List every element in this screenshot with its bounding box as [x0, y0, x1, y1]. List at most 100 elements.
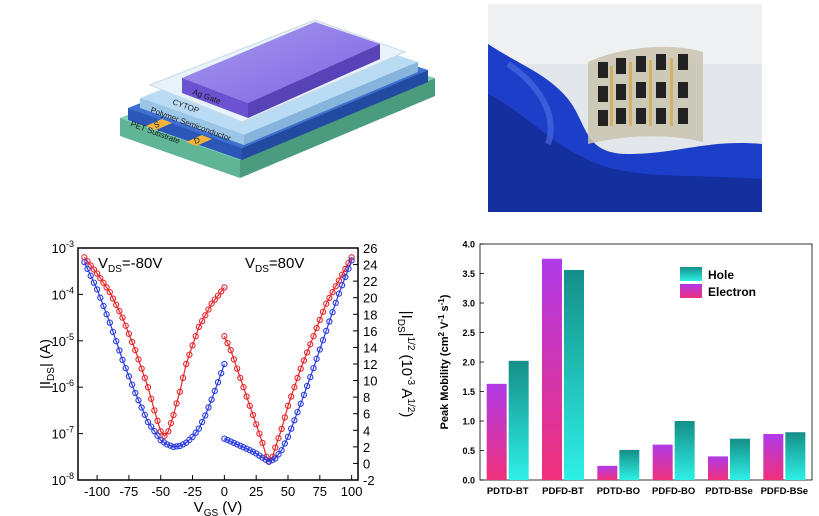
data-point	[167, 420, 175, 427]
y-right-tick-label: 8	[363, 390, 370, 405]
data-point	[116, 308, 123, 315]
data-point	[281, 414, 288, 421]
data-point	[297, 400, 304, 407]
data-point	[227, 438, 234, 445]
bar-hole	[508, 360, 529, 480]
data-point	[144, 384, 152, 391]
data-point	[141, 411, 148, 418]
data-point	[202, 312, 209, 319]
data-point	[186, 351, 193, 358]
data-point	[208, 396, 215, 403]
data-point	[291, 417, 298, 424]
data-point	[189, 433, 196, 441]
data-point	[109, 328, 117, 336]
data-point	[221, 284, 228, 291]
y-left-tick-label: 10-7	[52, 425, 74, 442]
annotation-vds-neg: VDS=-80V	[98, 255, 162, 275]
data-point	[87, 262, 94, 269]
data-point	[173, 400, 180, 407]
data-point	[189, 342, 196, 349]
data-point	[141, 374, 148, 382]
bar-category-label: PDFD-BSe	[761, 486, 809, 497]
data-point	[97, 275, 104, 282]
y-right-tick-label: 0	[363, 456, 370, 471]
bar-category-label: PDTD-BSe	[705, 486, 753, 497]
data-point	[323, 327, 330, 335]
bar-hole	[785, 432, 806, 480]
data-point	[307, 341, 314, 348]
data-point	[154, 417, 161, 424]
data-point	[268, 456, 276, 464]
y-right-tick-label: -2	[363, 473, 375, 488]
data-point	[335, 277, 343, 284]
plot-frame	[77, 247, 359, 481]
data-point	[323, 300, 330, 307]
data-point	[265, 458, 273, 465]
data-point	[214, 379, 222, 386]
data-point	[109, 295, 117, 302]
legend-label-hole: Hole	[708, 268, 734, 282]
data-point	[128, 338, 136, 346]
x-axis-label: VGS (V)	[194, 499, 243, 516]
data-point	[233, 365, 241, 372]
data-point	[163, 441, 171, 448]
data-point	[195, 323, 203, 331]
y-right-tick-label: 12	[363, 357, 377, 372]
data-point	[291, 384, 298, 391]
y-right-tick-label: 24	[363, 258, 377, 273]
data-point	[132, 389, 139, 397]
device-schematic: S D Ag Gate CYTOP Polymer Semiconductor …	[120, 19, 435, 178]
bar-category-label: PDTD-BT	[487, 486, 529, 497]
bar-category-label: PDFD-BT	[542, 486, 584, 497]
data-point	[198, 418, 206, 426]
data-point	[237, 374, 244, 382]
data-point	[84, 258, 91, 265]
legend-swatch-hole	[680, 267, 702, 281]
data-point	[106, 288, 113, 296]
data-point	[240, 384, 247, 391]
data-point	[310, 364, 317, 372]
data-point	[148, 423, 155, 430]
data-point	[310, 333, 317, 340]
y-right-tick-label: 20	[363, 291, 377, 306]
data-point	[348, 257, 355, 264]
data-point	[192, 333, 199, 340]
data-point	[132, 346, 139, 354]
data-point	[119, 314, 126, 321]
y-left-tick-label: 10-3	[52, 239, 74, 256]
data-point	[125, 330, 133, 337]
data-point	[138, 365, 145, 372]
data-point	[176, 388, 183, 395]
data-point	[214, 292, 222, 299]
bar-electron	[486, 383, 507, 480]
source-label: S	[153, 120, 161, 130]
x-tick-label: 100	[341, 484, 363, 499]
data-point	[233, 441, 241, 448]
bar-electron	[597, 465, 618, 480]
x-tick-label: -50	[151, 484, 170, 499]
data-point	[278, 425, 285, 433]
annotation-vds-pos: VDS=80V	[245, 255, 304, 275]
bar-electron	[708, 456, 728, 480]
data-point	[148, 395, 155, 402]
data-point	[297, 365, 304, 372]
data-point	[342, 273, 349, 281]
data-point	[272, 444, 279, 451]
bar-y-tick-label: 3.0	[462, 299, 475, 309]
y-left-tick-label: 10-5	[52, 332, 74, 349]
data-point	[151, 407, 158, 414]
data-point	[176, 442, 183, 450]
data-point	[326, 294, 333, 302]
data-point	[125, 373, 133, 380]
data-point	[100, 279, 107, 286]
y-right-tick-label: 26	[363, 241, 377, 256]
data-point	[173, 443, 180, 450]
series-line-3	[224, 260, 353, 463]
data-point	[170, 443, 177, 451]
data-point	[307, 373, 314, 381]
bar-plot-frame	[479, 243, 813, 481]
y-right-tick-label: 4	[363, 423, 370, 438]
bar-hole	[564, 269, 584, 480]
data-point	[135, 397, 142, 404]
data-point	[243, 445, 250, 452]
